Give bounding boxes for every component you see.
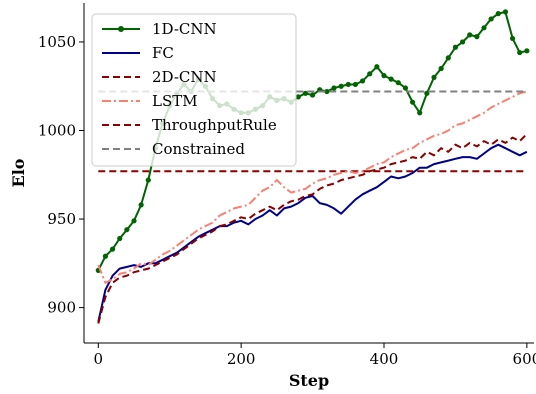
data-point <box>324 88 330 95</box>
data-point <box>431 74 437 80</box>
data-point <box>417 110 423 116</box>
data-point <box>117 235 123 242</box>
legend-marker <box>118 26 124 32</box>
x-tick-label: 400 <box>370 350 399 368</box>
data-point <box>402 85 409 91</box>
data-point <box>517 49 523 56</box>
legend-label: ThroughputRule <box>152 116 277 134</box>
legend-label: Constrained <box>152 140 245 158</box>
legend-label: 1D-CNN <box>152 20 217 38</box>
x-tick-label: 600 <box>513 350 536 368</box>
data-point <box>331 85 337 91</box>
y-tick-label: 950 <box>47 210 76 228</box>
series-line-lstm <box>97 90 528 284</box>
legend: 1D-CNN FC 2D-CNN LSTM ThroughputRule Constrai… <box>91 13 297 167</box>
series-line-fc <box>97 143 528 323</box>
data-point <box>124 227 130 233</box>
legend-label: FC <box>152 44 174 62</box>
data-point <box>109 246 116 252</box>
data-point <box>495 11 501 17</box>
data-point <box>459 39 466 45</box>
y-tick-label: 1000 <box>38 122 76 140</box>
x-tick-label: 200 <box>227 350 256 368</box>
data-point <box>424 90 430 96</box>
data-point <box>395 80 401 86</box>
data-point <box>374 64 380 70</box>
data-point <box>452 44 459 50</box>
data-point <box>388 76 394 82</box>
data-point <box>524 48 530 54</box>
data-point <box>438 65 444 72</box>
data-point <box>502 9 509 15</box>
data-point <box>467 32 473 38</box>
legend-label: LSTM <box>152 92 198 110</box>
data-point <box>474 34 480 40</box>
data-point <box>381 73 387 79</box>
data-point <box>352 81 359 88</box>
data-point <box>345 81 351 88</box>
x-axis-label: Step <box>289 371 329 390</box>
data-point <box>302 90 309 96</box>
series-line-throughputrule <box>97 133 528 324</box>
data-point <box>359 78 366 84</box>
legend-label: 2D-CNN <box>152 68 217 86</box>
data-point <box>488 16 494 22</box>
data-point <box>309 92 316 98</box>
data-point <box>445 55 451 61</box>
data-point <box>509 35 516 42</box>
data-point <box>367 71 373 77</box>
data-point <box>481 25 487 31</box>
y-tick-label: 900 <box>47 299 76 317</box>
x-tick-label: 0 <box>94 350 104 368</box>
x-axis: 0 200 400 600 <box>84 342 536 368</box>
y-axis-label: Elo <box>9 158 28 187</box>
data-point <box>102 253 109 259</box>
data-point <box>138 202 144 208</box>
data-point <box>145 177 151 183</box>
data-point <box>131 218 137 224</box>
legend-frame <box>91 13 297 167</box>
y-tick-label: 1050 <box>38 33 76 51</box>
data-point <box>409 99 416 105</box>
data-point <box>295 94 301 100</box>
y-axis: 900 950 1000 1050 <box>38 3 85 343</box>
data-point <box>338 83 344 89</box>
